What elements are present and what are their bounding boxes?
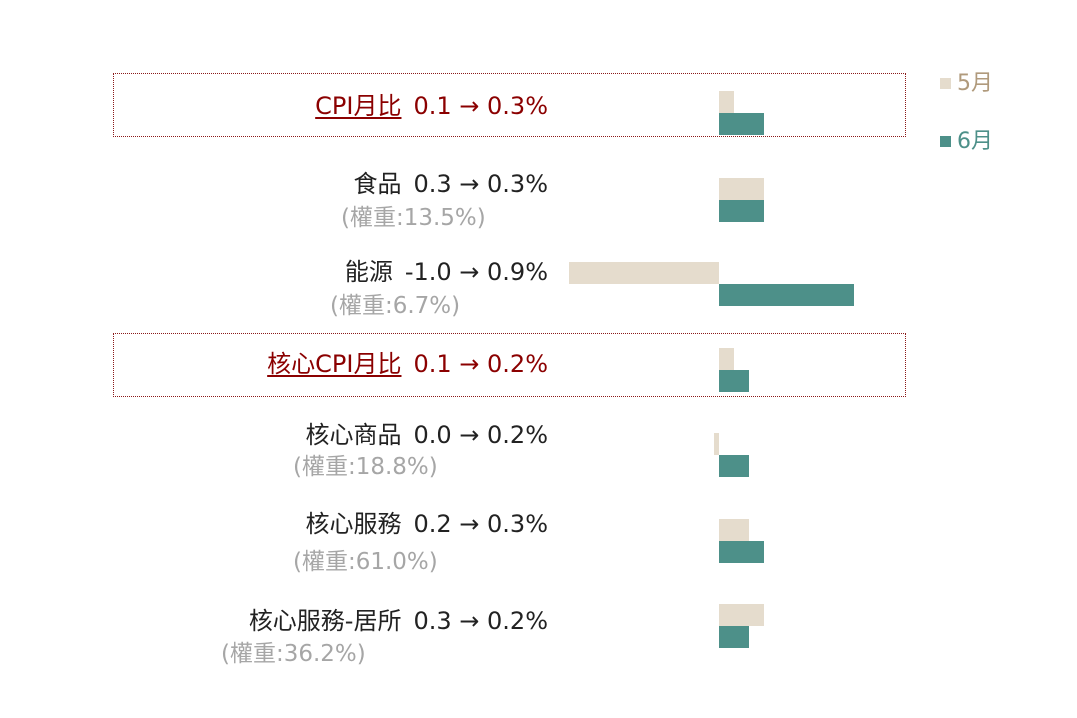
legend-swatch-may bbox=[940, 78, 951, 89]
row-label-shelter: 核心服務-居所 0.3 → 0.2% bbox=[249, 609, 548, 633]
bar-june-0 bbox=[719, 113, 764, 135]
category-name: 核心服務-居所 bbox=[248, 607, 402, 635]
legend-may: 5月 bbox=[940, 73, 993, 95]
row-label-core-goods: 核心商品 0.0 → 0.2% bbox=[305, 423, 548, 447]
bar-may-3 bbox=[719, 348, 734, 370]
bar-june-4 bbox=[719, 455, 749, 477]
category-name: CPI月比 bbox=[315, 92, 402, 120]
category-name: 能源 bbox=[344, 258, 393, 286]
row-label-cpi: CPI月比 0.1 → 0.3% bbox=[315, 94, 548, 118]
weight-label: (權重:13.5%) bbox=[341, 205, 486, 231]
change-value: 0.1 → 0.3% bbox=[413, 92, 548, 120]
category-name: 核心服務 bbox=[305, 510, 402, 538]
row-label-core-cpi: 核心CPI月比 0.1 → 0.2% bbox=[267, 352, 548, 376]
legend-swatch-june bbox=[940, 136, 951, 147]
legend-label-june: 6月 bbox=[957, 129, 993, 154]
weight-label: (權重:61.0%) bbox=[293, 549, 438, 575]
change-value: 0.1 → 0.2% bbox=[413, 350, 548, 378]
change-value: -1.0 → 0.9% bbox=[404, 258, 548, 286]
bar-june-6 bbox=[719, 626, 749, 648]
weight-label: (權重:18.8%) bbox=[293, 454, 438, 480]
bar-may-5 bbox=[719, 519, 749, 541]
change-value: 0.2 → 0.3% bbox=[413, 510, 548, 538]
bar-june-2 bbox=[719, 284, 854, 306]
bar-may-4 bbox=[714, 433, 719, 455]
legend-label-may: 5月 bbox=[957, 71, 993, 96]
category-name: 核心CPI月比 bbox=[267, 350, 402, 378]
bar-may-6 bbox=[719, 604, 764, 626]
bar-june-1 bbox=[719, 200, 764, 222]
row-label-food: 食品 0.3 → 0.3% bbox=[353, 172, 548, 196]
weight-label: (權重:36.2%) bbox=[221, 641, 366, 667]
row-label-core-services: 核心服務 0.2 → 0.3% bbox=[305, 512, 548, 536]
bar-june-3 bbox=[719, 370, 749, 392]
bar-may-2 bbox=[569, 262, 719, 284]
legend-june: 6月 bbox=[940, 131, 993, 153]
change-value: 0.0 → 0.2% bbox=[413, 421, 548, 449]
highlight-box-cpi bbox=[113, 73, 906, 137]
row-label-energy: 能源 -1.0 → 0.9% bbox=[345, 260, 548, 284]
bar-may-1 bbox=[719, 178, 764, 200]
highlight-box-core-cpi bbox=[113, 333, 906, 397]
bar-may-0 bbox=[719, 91, 734, 113]
weight-label: (權重:6.7%) bbox=[330, 293, 461, 319]
change-value: 0.3 → 0.3% bbox=[413, 170, 548, 198]
category-name: 食品 bbox=[353, 170, 402, 198]
category-name: 核心商品 bbox=[305, 421, 402, 449]
bar-june-5 bbox=[719, 541, 764, 563]
change-value: 0.3 → 0.2% bbox=[413, 607, 548, 635]
